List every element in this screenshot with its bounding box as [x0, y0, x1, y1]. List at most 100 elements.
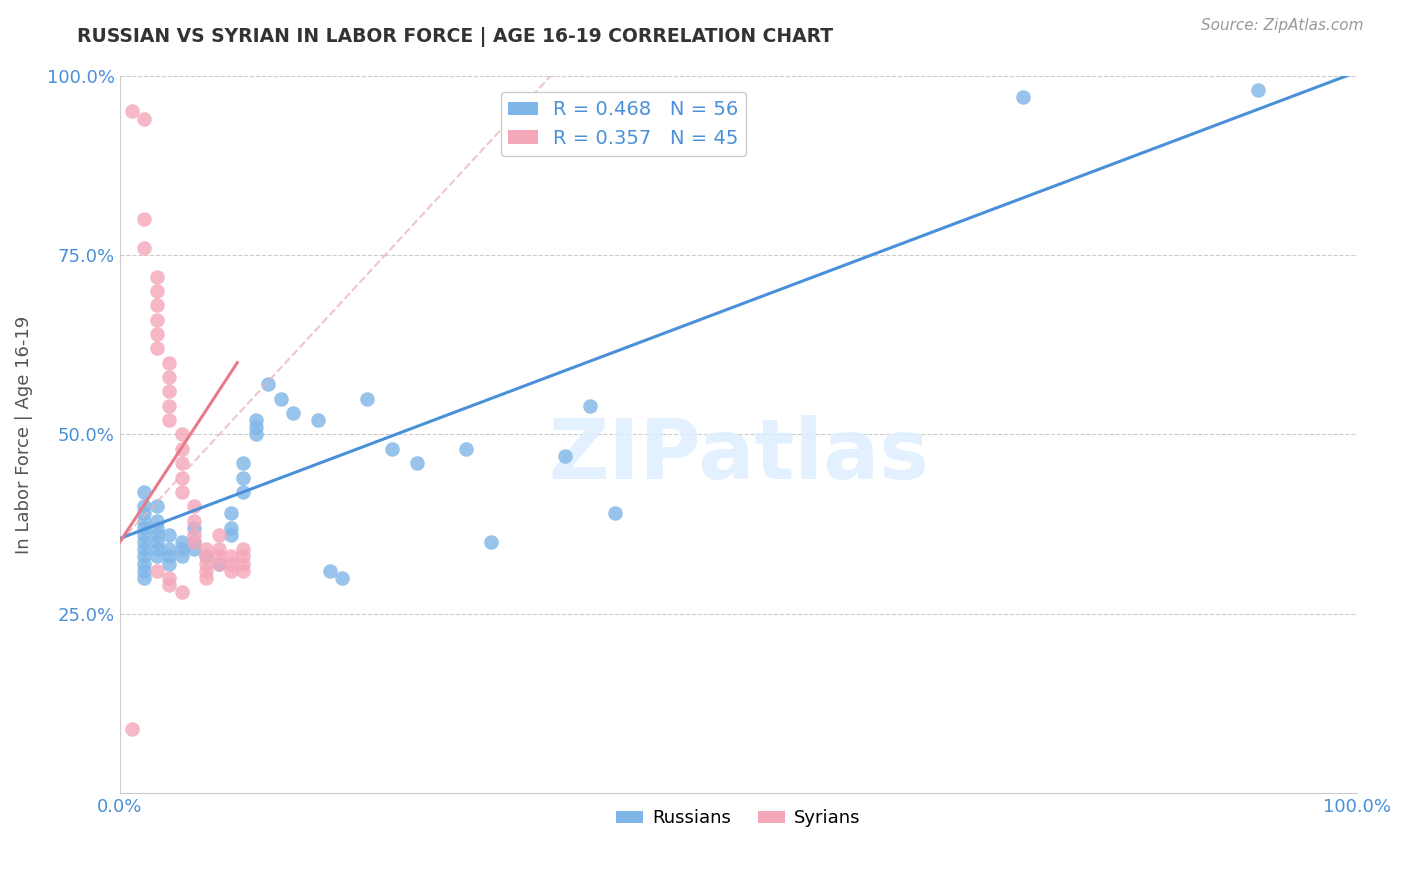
Point	[245, 413, 267, 427]
Point	[170, 549, 193, 564]
Point	[157, 542, 180, 557]
Point	[157, 557, 180, 571]
Point	[134, 549, 156, 564]
Point	[232, 542, 254, 557]
Point	[356, 392, 378, 406]
Point	[134, 500, 156, 514]
Point	[208, 557, 231, 571]
Point	[146, 312, 169, 326]
Point	[281, 406, 304, 420]
Point	[134, 564, 156, 578]
Point	[195, 564, 218, 578]
Point	[183, 535, 205, 549]
Point	[219, 521, 242, 535]
Point	[134, 521, 156, 535]
Point	[146, 521, 169, 535]
Point	[157, 571, 180, 585]
Point	[232, 564, 254, 578]
Point	[219, 528, 242, 542]
Point	[208, 542, 231, 557]
Text: Source: ZipAtlas.com: Source: ZipAtlas.com	[1201, 18, 1364, 33]
Point	[170, 585, 193, 599]
Point	[232, 549, 254, 564]
Point	[134, 571, 156, 585]
Point	[134, 542, 156, 557]
Point	[405, 456, 427, 470]
Point	[245, 427, 267, 442]
Point	[146, 514, 169, 528]
Point	[170, 470, 193, 484]
Point	[183, 542, 205, 557]
Point	[183, 514, 205, 528]
Point	[146, 326, 169, 341]
Point	[479, 535, 502, 549]
Point	[208, 549, 231, 564]
Point	[146, 284, 169, 298]
Point	[134, 514, 156, 528]
Point	[134, 241, 156, 255]
Point	[208, 557, 231, 571]
Point	[219, 557, 242, 571]
Point	[554, 449, 576, 463]
Point	[157, 578, 180, 592]
Point	[219, 564, 242, 578]
Point	[232, 470, 254, 484]
Point	[195, 549, 218, 564]
Point	[134, 212, 156, 227]
Point	[157, 370, 180, 384]
Point	[232, 456, 254, 470]
Point	[157, 399, 180, 413]
Point	[603, 507, 626, 521]
Point	[134, 112, 156, 126]
Point	[319, 564, 342, 578]
Point	[170, 484, 193, 499]
Point	[134, 507, 156, 521]
Point	[146, 298, 169, 312]
Point	[183, 528, 205, 542]
Point	[134, 557, 156, 571]
Point	[270, 392, 292, 406]
Point	[146, 269, 169, 284]
Point	[134, 484, 156, 499]
Point	[1247, 83, 1270, 97]
Point	[195, 542, 218, 557]
Point	[1012, 90, 1035, 104]
Point	[134, 528, 156, 542]
Point	[134, 535, 156, 549]
Point	[146, 564, 169, 578]
Point	[157, 384, 180, 399]
Point	[157, 413, 180, 427]
Point	[332, 571, 354, 585]
Y-axis label: In Labor Force | Age 16-19: In Labor Force | Age 16-19	[15, 315, 32, 554]
Point	[146, 549, 169, 564]
Point	[157, 528, 180, 542]
Point	[219, 507, 242, 521]
Point	[195, 549, 218, 564]
Point	[146, 528, 169, 542]
Point	[195, 571, 218, 585]
Point	[157, 356, 180, 370]
Point	[456, 442, 478, 456]
Point	[146, 341, 169, 355]
Point	[307, 413, 329, 427]
Point	[381, 442, 404, 456]
Point	[121, 104, 143, 119]
Point	[219, 549, 242, 564]
Point	[183, 535, 205, 549]
Point	[170, 542, 193, 557]
Point	[208, 528, 231, 542]
Point	[170, 535, 193, 549]
Point	[121, 722, 143, 736]
Point	[183, 521, 205, 535]
Point	[170, 456, 193, 470]
Point	[232, 484, 254, 499]
Point	[157, 549, 180, 564]
Point	[170, 427, 193, 442]
Legend: Russians, Syrians: Russians, Syrians	[609, 802, 868, 835]
Point	[170, 442, 193, 456]
Point	[245, 420, 267, 434]
Point	[257, 377, 280, 392]
Point	[232, 557, 254, 571]
Text: RUSSIAN VS SYRIAN IN LABOR FORCE | AGE 16-19 CORRELATION CHART: RUSSIAN VS SYRIAN IN LABOR FORCE | AGE 1…	[77, 27, 834, 46]
Point	[183, 500, 205, 514]
